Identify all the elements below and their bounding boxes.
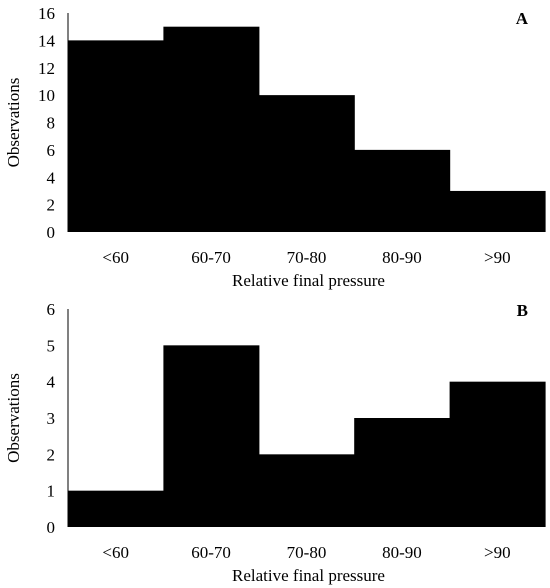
- bar-1-0: [68, 490, 164, 527]
- y-tick-label: 5: [47, 336, 56, 355]
- x-tick-label: 70-80: [287, 248, 327, 267]
- x-tick-label: >90: [484, 248, 511, 267]
- bar-1-2: [258, 454, 355, 527]
- x-tick-label: 70-80: [287, 543, 327, 562]
- y-tick-label: 8: [47, 114, 56, 133]
- x-tick-label: 60-70: [191, 543, 231, 562]
- y-tick-label: 6: [47, 300, 56, 319]
- y-tick-label: 0: [47, 223, 56, 242]
- y-tick-label: 2: [47, 445, 56, 464]
- x-tick-label: 60-70: [191, 248, 231, 267]
- bar-0-1: [163, 26, 260, 232]
- bar-0-3: [354, 149, 451, 232]
- panel-label: A: [516, 9, 529, 28]
- bar-0-4: [449, 190, 546, 232]
- y-tick-label: 0: [47, 518, 56, 537]
- x-tick-label: 80-90: [382, 248, 422, 267]
- x-tick-label: <60: [102, 248, 129, 267]
- y-tick-label: 4: [47, 373, 56, 392]
- bar-0-0: [68, 40, 164, 232]
- y-tick-label: 6: [47, 141, 56, 160]
- x-tick-label: >90: [484, 543, 511, 562]
- panel-label: B: [517, 301, 528, 320]
- y-tick-label: 10: [38, 86, 55, 105]
- bar-1-1: [163, 345, 260, 527]
- x-tick-label: 80-90: [382, 543, 422, 562]
- y-tick-label: 2: [47, 196, 56, 215]
- y-tick-label: 1: [47, 482, 56, 501]
- y-tick-label: 12: [38, 59, 55, 78]
- y-tick-label: 4: [47, 168, 56, 187]
- x-axis-title: Relative final pressure: [232, 566, 385, 585]
- y-tick-label: 14: [38, 31, 56, 50]
- y-tick-label: 16: [38, 4, 55, 23]
- y-axis-title: Observations: [4, 373, 23, 463]
- y-tick-label: 3: [47, 409, 56, 428]
- x-tick-label: <60: [102, 543, 129, 562]
- x-axis-title: Relative final pressure: [232, 271, 385, 290]
- bar-1-4: [449, 381, 546, 527]
- bar-0-2: [258, 95, 355, 232]
- bar-1-3: [354, 418, 451, 527]
- y-axis-title: Observations: [4, 78, 23, 168]
